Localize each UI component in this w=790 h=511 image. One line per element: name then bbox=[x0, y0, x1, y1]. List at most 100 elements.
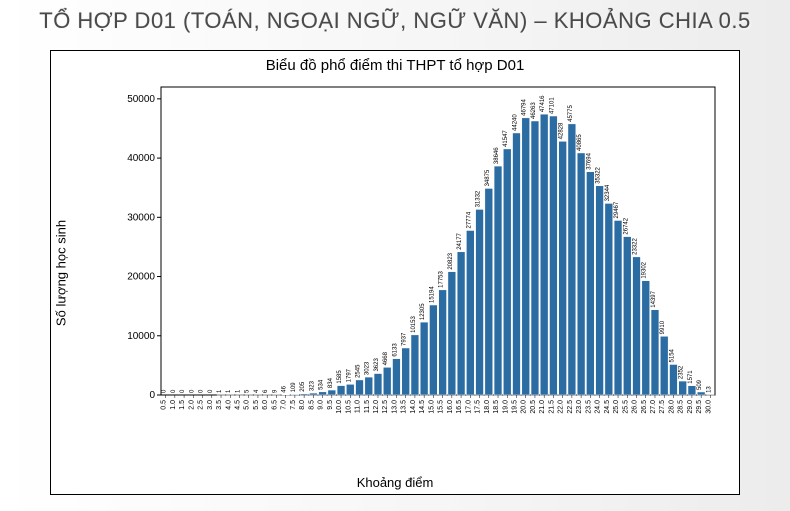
x-tick-label: 8.5 bbox=[308, 400, 315, 410]
bar bbox=[688, 386, 696, 395]
bar-value-label: 6 bbox=[263, 389, 269, 393]
bar bbox=[300, 394, 308, 395]
bar-value-label: 47416 bbox=[540, 95, 546, 112]
bar-value-label: 0 bbox=[162, 389, 168, 393]
bar bbox=[411, 335, 419, 395]
bar bbox=[393, 359, 401, 395]
bar-value-label: 46263 bbox=[531, 102, 537, 119]
x-tick-label: 8.0 bbox=[299, 400, 306, 410]
bar-value-label: 19302 bbox=[642, 261, 648, 278]
bar-value-label: 534 bbox=[319, 379, 325, 390]
bar-value-label: 31332 bbox=[476, 190, 482, 207]
bar-value-label: 42828 bbox=[559, 122, 565, 139]
bar-value-label: 1797 bbox=[346, 368, 352, 382]
bar bbox=[679, 381, 687, 395]
x-tick-label: 15.5 bbox=[438, 400, 445, 414]
bar bbox=[577, 153, 585, 395]
x-tick-label: 22.0 bbox=[558, 400, 565, 414]
x-tick-label: 3.0 bbox=[207, 400, 214, 410]
x-tick-label: 16.5 bbox=[456, 400, 463, 414]
x-tick-label: 3.5 bbox=[216, 400, 223, 410]
bar bbox=[522, 118, 530, 395]
x-tick-label: 28.0 bbox=[668, 400, 675, 414]
bar bbox=[383, 367, 391, 395]
x-tick-label: 18.5 bbox=[493, 400, 500, 414]
bar bbox=[697, 392, 705, 395]
bar-value-label: 6133 bbox=[392, 343, 398, 357]
bar bbox=[605, 203, 613, 395]
bar-value-label: 9910 bbox=[660, 320, 666, 334]
x-tick-label: 1.5 bbox=[179, 400, 186, 410]
x-tick-label: 9.5 bbox=[327, 400, 334, 410]
bar bbox=[448, 272, 456, 395]
bar-value-label: 509 bbox=[697, 379, 703, 390]
x-tick-label: 5.5 bbox=[253, 400, 260, 410]
bar-value-label: 205 bbox=[300, 381, 306, 392]
bar-value-label: 26742 bbox=[623, 217, 629, 234]
svg-text:0: 0 bbox=[149, 390, 155, 401]
x-tick-label: 11.0 bbox=[355, 400, 362, 413]
bar bbox=[633, 257, 641, 395]
bar-value-label: 109 bbox=[291, 382, 297, 393]
x-tick-label: 17.0 bbox=[465, 400, 472, 414]
bar-value-label: 32344 bbox=[605, 184, 611, 201]
bar bbox=[309, 393, 317, 395]
bar bbox=[568, 124, 576, 395]
bar-value-label: 27774 bbox=[466, 211, 472, 228]
bar bbox=[291, 394, 299, 395]
slide: TỔ HỢP D01 (TOÁN, NGOẠI NGỮ, NGỮ VĂN) – … bbox=[0, 0, 790, 511]
bar bbox=[476, 209, 484, 395]
x-tick-label: 21.5 bbox=[548, 400, 555, 414]
bar-value-label: 4668 bbox=[383, 351, 389, 365]
bar bbox=[586, 172, 594, 395]
bar bbox=[623, 237, 631, 395]
bar bbox=[614, 220, 622, 395]
x-tick-label: 11.5 bbox=[364, 400, 371, 413]
bar-value-label: 3623 bbox=[374, 358, 380, 372]
x-tick-label: 14.0 bbox=[410, 400, 417, 414]
bar-value-label: 1571 bbox=[688, 370, 694, 384]
bar-value-label: 44240 bbox=[512, 114, 518, 131]
bar bbox=[337, 386, 345, 395]
bar-value-label: 24177 bbox=[457, 232, 463, 249]
bar bbox=[346, 384, 354, 395]
bar-value-label: 0 bbox=[199, 389, 205, 393]
bar-value-label: 38646 bbox=[494, 147, 500, 164]
bar-value-label: 12305 bbox=[420, 303, 426, 320]
bar bbox=[670, 364, 678, 395]
bar bbox=[660, 336, 668, 395]
bar bbox=[549, 116, 557, 395]
x-tick-label: 19.5 bbox=[511, 400, 518, 414]
bar-value-label: 2352 bbox=[679, 365, 685, 379]
bar-value-label: 3023 bbox=[365, 361, 371, 375]
bar-value-label: 37694 bbox=[586, 152, 592, 169]
x-tick-label: 24.5 bbox=[604, 400, 611, 414]
bar-value-label: 5 bbox=[245, 389, 251, 393]
bar-value-label: 7937 bbox=[402, 332, 408, 346]
x-tick-label: 13.0 bbox=[391, 400, 398, 414]
bar bbox=[420, 322, 428, 395]
bar-value-label: 34875 bbox=[485, 169, 491, 186]
x-tick-label: 2.5 bbox=[198, 400, 205, 410]
svg-text:30000: 30000 bbox=[127, 212, 155, 223]
bar bbox=[531, 121, 539, 395]
bar bbox=[540, 114, 548, 395]
x-tick-label: 30.0 bbox=[705, 400, 712, 414]
x-tick-label: 6.0 bbox=[262, 400, 269, 410]
bar-value-label: 47101 bbox=[549, 97, 555, 114]
x-tick-label: 6.5 bbox=[271, 400, 278, 410]
bar bbox=[457, 252, 465, 395]
x-tick-label: 0.5 bbox=[161, 400, 168, 410]
bar bbox=[485, 188, 493, 395]
x-tick-label: 27.5 bbox=[659, 400, 666, 414]
bar-value-label: 10153 bbox=[411, 316, 417, 333]
x-tick-label: 25.5 bbox=[622, 400, 629, 414]
x-tick-label: 7.0 bbox=[281, 400, 288, 410]
bar-value-label: 40865 bbox=[577, 134, 583, 151]
bar-value-label: 2545 bbox=[356, 364, 362, 378]
x-tick-label: 20.0 bbox=[521, 400, 528, 414]
x-tick-label: 22.5 bbox=[567, 400, 574, 414]
bar-value-label: 13 bbox=[706, 386, 712, 393]
bar-value-label: 0 bbox=[208, 389, 214, 393]
bar-value-label: 4 bbox=[254, 389, 260, 393]
